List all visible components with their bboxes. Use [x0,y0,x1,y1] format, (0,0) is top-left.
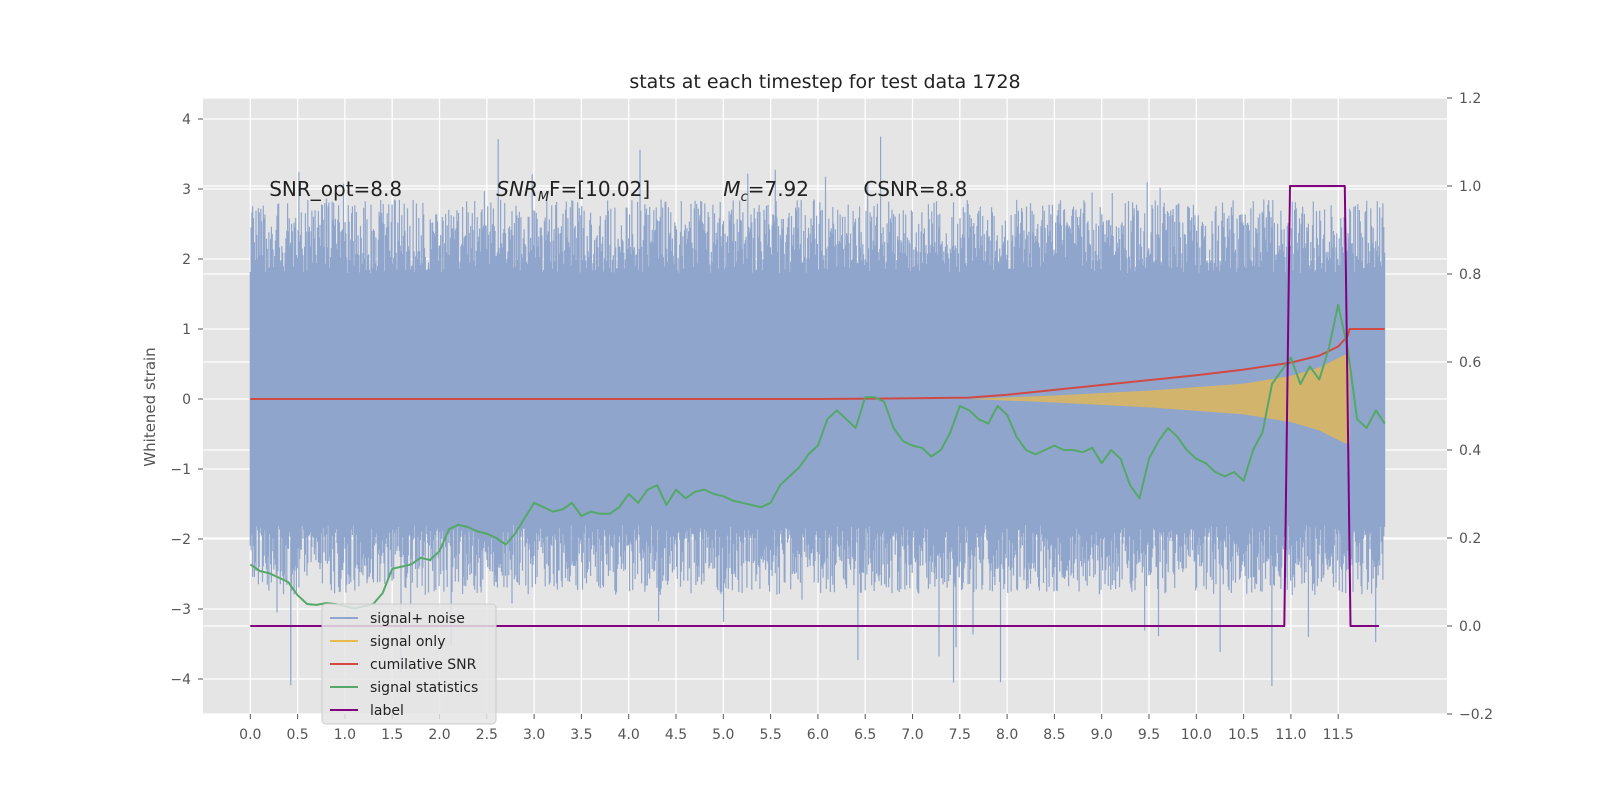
y-tick-label: −4 [170,672,191,688]
x-tick-label: 3.5 [570,727,592,743]
x-tick-label: 7.0 [901,727,923,743]
y-axis-right: 1.2 1.0 0.8 0.6 0.4 0.2 0.0 −0.2 [1447,91,1493,723]
legend-entry: label [370,703,404,719]
line-series [249,185,1386,627]
x-tick-label: 0.0 [239,727,261,743]
y-tick-label: −2 [170,532,191,548]
series-line-cumilative-snr [250,328,1385,400]
x-tick-label: 2.5 [476,727,498,743]
legend-entry: cumilative SNR [370,657,477,673]
x-tick-label: 2.0 [428,727,450,743]
y-tick-label: 4 [182,112,191,128]
x-tick-label: 1.5 [381,727,403,743]
y2-tick-label: −0.2 [1459,707,1493,723]
signal-only-series [969,353,1350,445]
y-tick-label: 1 [182,322,191,338]
annotation: SNRMF=[10.02] [496,177,650,205]
x-tick-label: 6.0 [807,727,829,743]
legend-entry: signal+ noise [370,611,465,627]
x-tick-label: 6.5 [854,727,876,743]
y2-tick-label: 0.6 [1459,355,1481,371]
x-tick-label: 5.5 [759,727,781,743]
y2-tick-label: 0.8 [1459,267,1481,283]
x-tick-label: 11.5 [1323,727,1354,743]
legend-entry: signal statistics [370,680,478,696]
x-tick-label: 4.5 [665,727,687,743]
x-tick-label: 1.0 [334,727,356,743]
legend-entry: signal only [370,634,445,650]
legend: signal+ noise signal only cumilative SNR si… [321,603,497,725]
signal-envelope [969,353,1350,445]
y2-tick-label: 0.2 [1459,531,1481,547]
x-tick-label: 7.5 [949,727,971,743]
x-tick-label: 8.0 [996,727,1018,743]
annotation: SNR_opt=8.8 [269,177,402,201]
y2-tick-label: 0.4 [1459,443,1481,459]
annotations: SNR_opt=8.8 SNRMF=[10.02] Mc=7.92 CSNR=8.8 [269,177,967,205]
legend-box [321,603,497,725]
y2-tick-label: 1.2 [1459,91,1481,107]
y-tick-label: 2 [182,252,191,268]
annotation: CSNR=8.8 [863,177,967,201]
x-tick-label: 8.5 [1043,727,1065,743]
y-axis-label: Whitened strain [141,347,159,466]
x-axis: 0.0 0.5 1.0 1.5 2.0 2.5 3.0 3.5 4.0 4.5 5.0 5.5 6.0 6… [239,714,1354,743]
y2-tick-label: 0.0 [1459,619,1481,635]
y-tick-label: 0 [182,392,191,408]
y-tick-label: 3 [182,182,191,198]
series-line-label [250,185,1379,627]
x-tick-label: 5.0 [712,727,734,743]
x-tick-label: 9.5 [1138,727,1160,743]
y-axis-left: 4 3 2 1 0 −1 −2 −3 −4 [170,112,203,688]
y-tick-label: −1 [170,462,191,478]
y2-tick-label: 1.0 [1459,179,1481,195]
x-tick-label: 0.5 [286,727,308,743]
x-tick-label: 10.5 [1228,727,1259,743]
x-tick-label: 9.0 [1091,727,1113,743]
x-tick-label: 10.0 [1181,727,1212,743]
chart-title: stats at each timestep for test data 172… [629,71,1020,93]
y-tick-label: −3 [170,602,191,618]
series-line-signal-statistics [249,303,1386,610]
x-tick-label: 4.0 [618,727,640,743]
annotation: Mc=7.92 [723,177,809,205]
x-tick-label: 3.0 [523,727,545,743]
x-tick-label: 11.0 [1275,727,1306,743]
